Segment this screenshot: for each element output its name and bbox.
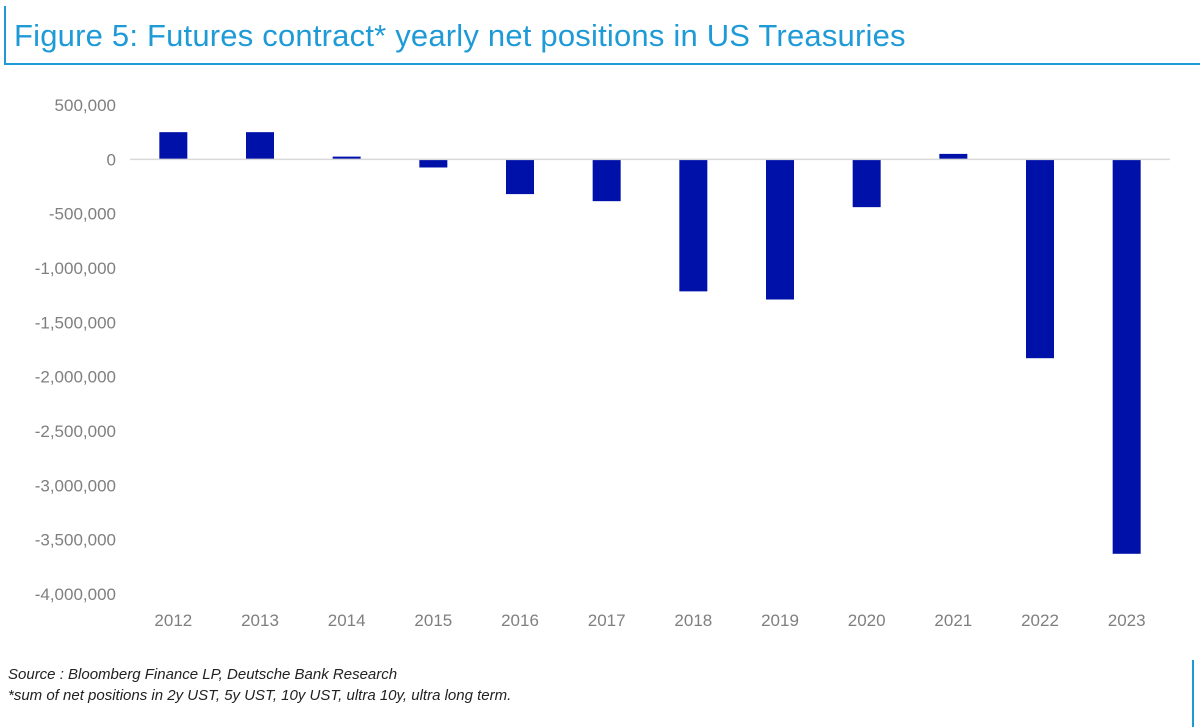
y-tick-label: -1,000,000	[35, 259, 116, 278]
x-tick-label: 2018	[674, 611, 712, 630]
x-tick-label: 2021	[934, 611, 972, 630]
bar-2014	[332, 156, 361, 160]
bar-2019	[766, 159, 794, 300]
bar-2016	[506, 159, 534, 195]
bar-series	[159, 132, 1141, 554]
y-tick-label: -500,000	[49, 205, 116, 224]
x-tick-label: 2013	[241, 611, 279, 630]
x-tick-label: 2020	[848, 611, 886, 630]
bar-2021	[939, 153, 968, 160]
x-tick-label: 2019	[761, 611, 799, 630]
bar-2022	[1026, 159, 1054, 359]
y-tick-label: -2,000,000	[35, 368, 116, 387]
bar-2015	[419, 159, 448, 168]
y-tick-label: -3,500,000	[35, 531, 116, 550]
y-tick-label: -3,000,000	[35, 476, 116, 495]
figure-header: Figure 5: Futures contract* yearly net p…	[0, 0, 1200, 80]
x-tick-label: 2016	[501, 611, 539, 630]
bar-2012	[159, 132, 188, 160]
x-tick-label: 2023	[1108, 611, 1146, 630]
header-divider	[4, 63, 1200, 65]
bar-chart: 500,000 0 -500,000 -1,000,000 -1,500,000 -2,0…	[35, 96, 1170, 630]
figure-title: Figure 5: Futures contract* yearly net p…	[14, 18, 906, 53]
y-tick-label: -4,000,000	[35, 585, 116, 604]
x-tick-label: 2014	[328, 611, 366, 630]
y-tick-label: 0	[107, 150, 116, 169]
y-axis: 500,000 0 -500,000 -1,000,000 -1,500,000 -2,0…	[35, 96, 116, 604]
y-tick-label: -2,500,000	[35, 422, 116, 441]
header-accent-line	[4, 6, 6, 64]
bar-2018	[679, 159, 708, 292]
bar-2023	[1112, 159, 1141, 554]
source-text: Source : Bloomberg Finance LP, Deutsche …	[8, 666, 398, 683]
x-tick-label: 2012	[154, 611, 192, 630]
x-tick-label: 2015	[414, 611, 452, 630]
x-tick-label: 2017	[588, 611, 626, 630]
x-axis: 2012 2013 2014 2015 2016 2017 2018 2019 2020 2021…	[154, 611, 1145, 630]
y-tick-label: -1,500,000	[35, 313, 116, 332]
y-tick-label: 500,000	[55, 96, 116, 115]
bar-2020	[852, 159, 881, 208]
footnote-text: *sum of net positions in 2y UST, 5y UST,…	[8, 687, 512, 704]
footer-accent-line	[1192, 660, 1194, 727]
x-tick-label: 2022	[1021, 611, 1059, 630]
source-note: Source : Bloomberg Finance LP, Deutsche …	[8, 664, 511, 706]
bar-2017	[592, 159, 621, 202]
bar-2013	[246, 132, 274, 160]
